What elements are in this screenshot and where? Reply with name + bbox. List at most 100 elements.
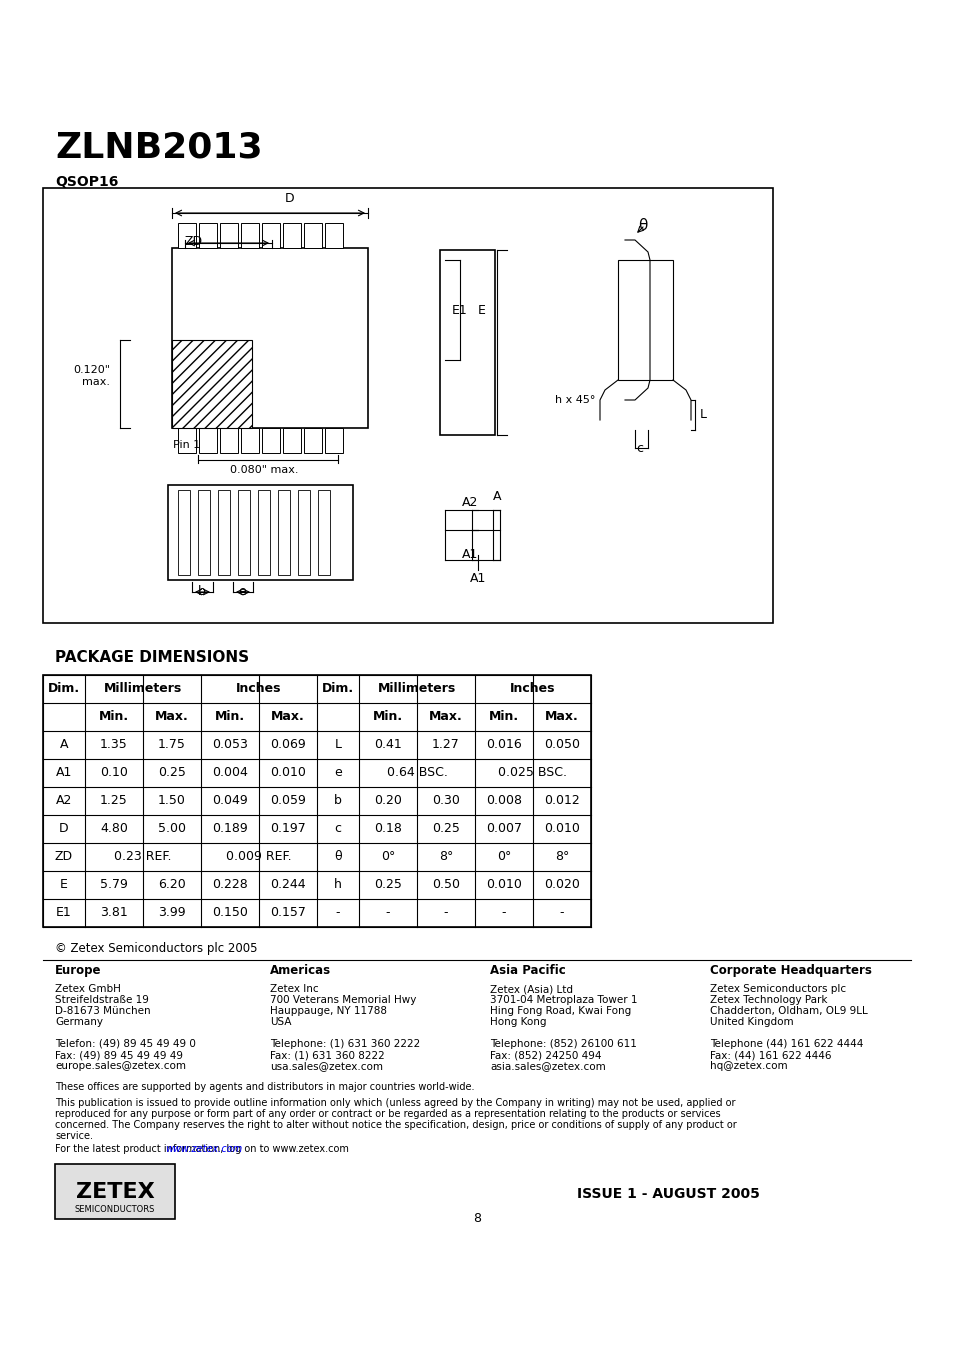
Text: θ: θ — [334, 851, 341, 863]
Text: 0°: 0° — [497, 851, 511, 863]
Text: 0.18: 0.18 — [374, 823, 401, 835]
Text: United Kingdom: United Kingdom — [709, 1017, 793, 1027]
Text: A: A — [60, 739, 69, 751]
Text: Max.: Max. — [429, 711, 462, 724]
Text: Chadderton, Oldham, OL9 9LL: Chadderton, Oldham, OL9 9LL — [709, 1006, 867, 1016]
Text: 0.228: 0.228 — [212, 878, 248, 892]
Text: Min.: Min. — [214, 711, 245, 724]
Text: Pin 1: Pin 1 — [172, 440, 200, 450]
Text: E: E — [477, 304, 485, 316]
Text: 0.059: 0.059 — [270, 794, 306, 808]
Text: Streifeldstraße 19: Streifeldstraße 19 — [55, 994, 149, 1005]
Text: 6.20: 6.20 — [158, 878, 186, 892]
Text: Fax: (1) 631 360 8222: Fax: (1) 631 360 8222 — [270, 1050, 384, 1061]
Text: 0.25: 0.25 — [432, 823, 459, 835]
Text: h: h — [334, 878, 341, 892]
Text: A2: A2 — [56, 794, 72, 808]
Text: e: e — [334, 766, 341, 780]
Text: -: - — [443, 907, 448, 920]
Text: 0.020: 0.020 — [543, 878, 579, 892]
Text: Dim.: Dim. — [321, 682, 354, 696]
Text: 0.25: 0.25 — [374, 878, 401, 892]
Text: ZETEX: ZETEX — [75, 1182, 154, 1202]
Text: 0.010: 0.010 — [485, 878, 521, 892]
Text: 1.27: 1.27 — [432, 739, 459, 751]
Text: 0.010: 0.010 — [270, 766, 306, 780]
Text: 0.150: 0.150 — [212, 907, 248, 920]
Text: 0.120": 0.120" — [73, 365, 110, 376]
Text: 0.23 REF.: 0.23 REF. — [114, 851, 172, 863]
Text: 8°: 8° — [555, 851, 569, 863]
Text: ZD: ZD — [185, 235, 203, 249]
Text: Americas: Americas — [270, 965, 331, 977]
Text: 0.50: 0.50 — [432, 878, 459, 892]
Bar — [55, 1165, 174, 1219]
Text: 0.010: 0.010 — [543, 823, 579, 835]
Text: SEMICONDUCTORS: SEMICONDUCTORS — [74, 1205, 155, 1215]
Text: -: - — [559, 907, 563, 920]
Bar — [237, 490, 250, 576]
Text: Fax: (852) 24250 494: Fax: (852) 24250 494 — [490, 1050, 601, 1061]
Text: Corporate Headquarters: Corporate Headquarters — [709, 965, 871, 977]
Text: These offices are supported by agents and distributors in major countries world-: These offices are supported by agents an… — [55, 1082, 474, 1092]
Text: 1.35: 1.35 — [100, 739, 128, 751]
Text: © Zetex Semiconductors plc 2005: © Zetex Semiconductors plc 2005 — [55, 942, 257, 955]
Text: europe.sales@zetex.com: europe.sales@zetex.com — [55, 1061, 186, 1071]
Text: Inches: Inches — [510, 682, 556, 696]
Text: L: L — [335, 739, 341, 751]
Text: service.: service. — [55, 1131, 92, 1142]
Text: 0.20: 0.20 — [374, 794, 401, 808]
Text: Zetex (Asia) Ltd: Zetex (Asia) Ltd — [490, 984, 573, 994]
Text: Europe: Europe — [55, 965, 101, 977]
Text: Zetex Semiconductors plc: Zetex Semiconductors plc — [709, 984, 845, 994]
Text: Hauppauge, NY 11788: Hauppauge, NY 11788 — [270, 1006, 387, 1016]
Text: L: L — [700, 408, 706, 422]
Text: 0.197: 0.197 — [270, 823, 306, 835]
Bar — [262, 223, 280, 249]
Text: Germany: Germany — [55, 1017, 103, 1027]
Text: D: D — [285, 192, 294, 205]
Bar — [277, 490, 290, 576]
Text: 3.99: 3.99 — [158, 907, 186, 920]
Text: Telephone: (852) 26100 611: Telephone: (852) 26100 611 — [490, 1039, 637, 1048]
Text: Millimeters: Millimeters — [377, 682, 456, 696]
Text: reproduced for any purpose or form part of any order or contract or be regarded : reproduced for any purpose or form part … — [55, 1109, 720, 1119]
Text: PACKAGE DIMENSIONS: PACKAGE DIMENSIONS — [55, 650, 249, 665]
Bar — [262, 428, 280, 453]
Text: hq@zetex.com: hq@zetex.com — [709, 1061, 787, 1071]
Text: For the latest product information, log on to www.zetex.com: For the latest product information, log … — [55, 1144, 349, 1154]
Bar — [172, 340, 252, 428]
Bar — [283, 428, 301, 453]
Text: 0.41: 0.41 — [374, 739, 401, 751]
Text: Inches: Inches — [236, 682, 281, 696]
Text: 0.050: 0.050 — [543, 739, 579, 751]
Text: 0.080" max.: 0.080" max. — [230, 465, 298, 476]
Text: Min.: Min. — [99, 711, 129, 724]
Text: 0.025 BSC.: 0.025 BSC. — [498, 766, 567, 780]
Text: -: - — [335, 907, 340, 920]
Bar — [325, 223, 343, 249]
Bar — [220, 428, 237, 453]
Text: A2: A2 — [461, 497, 477, 509]
Bar — [178, 428, 195, 453]
Text: Hing Fong Road, Kwai Fong: Hing Fong Road, Kwai Fong — [490, 1006, 631, 1016]
Bar — [257, 490, 270, 576]
Text: Zetex Technology Park: Zetex Technology Park — [709, 994, 826, 1005]
Text: 8°: 8° — [438, 851, 453, 863]
Text: ZLNB2013: ZLNB2013 — [55, 130, 262, 163]
Bar — [199, 223, 216, 249]
Text: 5.00: 5.00 — [158, 823, 186, 835]
Text: ZD: ZD — [55, 851, 73, 863]
Text: USA: USA — [270, 1017, 292, 1027]
Text: Dim.: Dim. — [48, 682, 80, 696]
Text: 3701-04 Metroplaza Tower 1: 3701-04 Metroplaza Tower 1 — [490, 994, 637, 1005]
Text: 0.009 REF.: 0.009 REF. — [226, 851, 292, 863]
Text: 0.189: 0.189 — [212, 823, 248, 835]
Bar — [218, 490, 230, 576]
Text: QSOP16: QSOP16 — [55, 176, 118, 189]
Text: Hong Kong: Hong Kong — [490, 1017, 546, 1027]
Text: Telefon: (49) 89 45 49 49 0: Telefon: (49) 89 45 49 49 0 — [55, 1039, 195, 1048]
Text: Max.: Max. — [271, 711, 305, 724]
Text: 0.016: 0.016 — [486, 739, 521, 751]
Text: concerned. The Company reserves the right to alter without notice the specificat: concerned. The Company reserves the righ… — [55, 1120, 736, 1129]
